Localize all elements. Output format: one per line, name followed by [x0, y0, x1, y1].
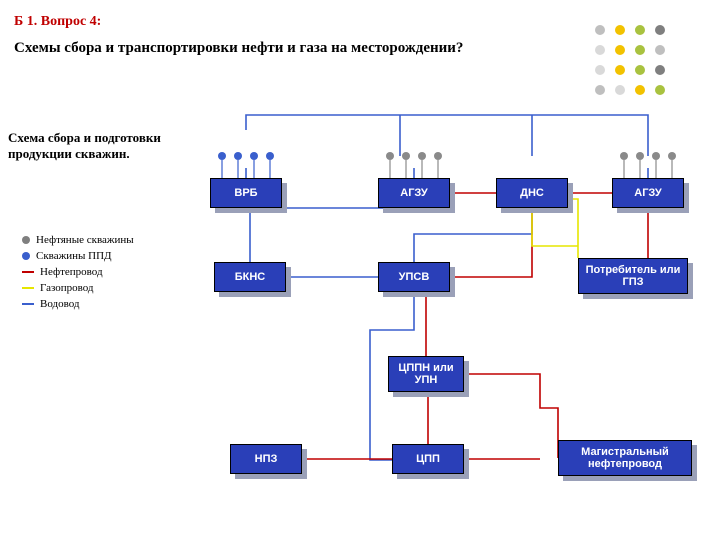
subtitle: Схема сбора и подготовки продукции скваж… [8, 130, 198, 162]
legend-label: Нефтепровод [40, 264, 103, 280]
legend: Нефтяные скважиныСкважины ППДНефтепровод… [22, 232, 134, 312]
legend-item: Водовод [22, 296, 134, 312]
legend-item: Нефтяные скважины [22, 232, 134, 248]
line-icon [22, 271, 34, 273]
legend-label: Водовод [40, 296, 80, 312]
legend-item: Скважины ППД [22, 248, 134, 264]
dot-icon [22, 252, 30, 260]
node-npz: НПЗ [230, 444, 302, 474]
title-line-2: Схемы сбора и транспортировки нефти и га… [14, 40, 614, 57]
legend-label: Нефтяные скважины [36, 232, 134, 248]
dot-icon [22, 236, 30, 244]
node-cpp: ЦПП [392, 444, 464, 474]
title-line-1: Б 1. Вопрос 4: [14, 14, 101, 30]
legend-item: Нефтепровод [22, 264, 134, 280]
node-agzu1: АГЗУ [378, 178, 450, 208]
node-upsv: УПСВ [378, 262, 450, 292]
line-icon [22, 287, 34, 289]
node-vrb: ВРБ [210, 178, 282, 208]
node-cppn: ЦППН или УПН [388, 356, 464, 392]
node-bkns: БКНС [214, 262, 286, 292]
node-dns: ДНС [496, 178, 568, 208]
node-agzu2: АГЗУ [612, 178, 684, 208]
legend-label: Газопровод [40, 280, 94, 296]
node-mag: Магистральный нефтепровод [558, 440, 692, 476]
line-icon [22, 303, 34, 305]
legend-label: Скважины ППД [36, 248, 112, 264]
node-gpz: Потребитель или ГПЗ [578, 258, 688, 294]
legend-item: Газопровод [22, 280, 134, 296]
